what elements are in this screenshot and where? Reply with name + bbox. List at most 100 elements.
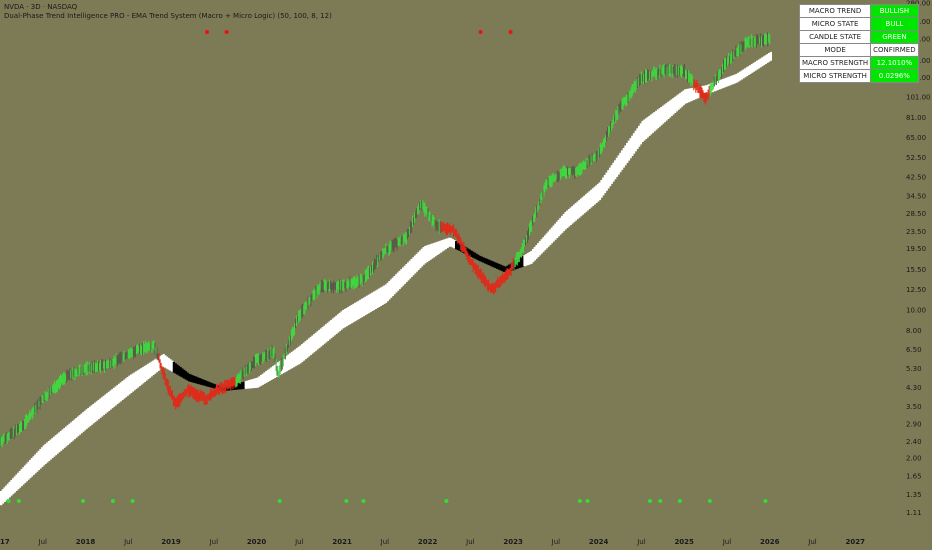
ema-ribbon-segment [466, 248, 470, 256]
ema-ribbon-segment [718, 80, 721, 90]
ema-ribbon-segment [268, 368, 271, 381]
ema-ribbon-segment [629, 138, 632, 159]
ema-ribbon-segment [61, 429, 64, 450]
ema-ribbon-segment [97, 399, 100, 420]
ema-ribbon-segment [46, 442, 49, 463]
ema-ribbon-segment [388, 281, 391, 300]
ema-ribbon-segment [253, 378, 256, 389]
x-tick-label: 2025 [674, 538, 694, 546]
ema-ribbon-segment [768, 53, 771, 62]
ema-ribbon-segment [249, 379, 253, 389]
ema-ribbon-segment [136, 370, 140, 388]
ema-ribbon-segment [3, 487, 6, 503]
y-tick-label: 65.00 [906, 134, 926, 142]
ema-ribbon-segment [696, 86, 699, 99]
ema-ribbon-segment [374, 290, 377, 310]
ema-ribbon-segment [567, 209, 571, 227]
ema-ribbon-segment [427, 244, 430, 261]
ema-ribbon-segment [425, 245, 429, 263]
ema-ribbon-segment [689, 88, 692, 102]
ema-ribbon-segment [496, 263, 499, 269]
ema-ribbon-segment [330, 319, 333, 339]
ema-ribbon-segment [685, 88, 689, 103]
ema-ribbon-segment [410, 258, 413, 277]
ema-ribbon-segment [372, 291, 376, 311]
ema-ribbon-segment [538, 241, 542, 256]
bull-signal-marker [80, 499, 85, 503]
ema-ribbon-segment [596, 183, 600, 202]
x-tick-label: 2017 [0, 538, 10, 546]
ema-ribbon-segment [18, 470, 22, 488]
ema-ribbon-segment [118, 383, 121, 403]
x-tick-label: Jul [551, 538, 561, 546]
ema-ribbon-segment [583, 195, 586, 214]
ema-ribbon-segment [376, 289, 379, 308]
ema-ribbon-segment [314, 332, 318, 351]
status-row: CANDLE STATE GREEN [798, 30, 919, 44]
ema-ribbon-segment [131, 373, 135, 392]
ema-ribbon-segment [193, 375, 196, 383]
ema-ribbon-segment [559, 217, 562, 235]
ema-ribbon-segment [590, 189, 593, 208]
ema-ribbon-segment [649, 114, 653, 135]
ema-ribbon-segment [656, 109, 660, 129]
y-tick-label: 3.50 [906, 403, 922, 411]
ema-ribbon-segment [687, 88, 690, 103]
ema-ribbon-segment [436, 241, 439, 256]
ema-ribbon-segment [446, 238, 449, 248]
ema-ribbon-segment [140, 368, 143, 385]
y-tick-label: 23.50 [906, 228, 926, 236]
ema-ribbon-segment [393, 275, 396, 295]
bull-signal-marker [585, 499, 590, 503]
ema-ribbon-segment [251, 379, 254, 389]
ema-ribbon-segment [15, 474, 18, 491]
ema-ribbon-segment [116, 385, 119, 405]
ema-ribbon-segment [420, 248, 424, 267]
ema-ribbon-segment [569, 207, 572, 226]
ema-ribbon-segment [342, 310, 345, 329]
ema-ribbon-segment [728, 76, 731, 86]
ema-ribbon-segment [576, 201, 579, 220]
status-label: MODE [798, 43, 872, 57]
ema-ribbon-segment [292, 350, 295, 368]
x-tick-label: 2023 [503, 538, 523, 546]
ema-ribbon-segment [25, 463, 28, 482]
ema-ribbon-segment [518, 258, 521, 268]
ema-ribbon-segment [408, 260, 412, 279]
ema-ribbon-segment [8, 481, 11, 498]
ema-ribbon-segment [128, 375, 131, 395]
y-tick-label: 2.40 [906, 438, 922, 446]
ema-ribbon-segment [379, 287, 383, 306]
ema-ribbon-segment [723, 78, 726, 88]
ema-ribbon-segment [150, 361, 153, 377]
ema-ribbon-segment [112, 387, 116, 407]
ema-ribbon-segment [248, 380, 251, 389]
ema-ribbon-segment [328, 321, 331, 340]
ema-ribbon-segment [39, 448, 42, 469]
ema-ribbon-segment [85, 409, 88, 429]
ema-ribbon-segment [405, 264, 408, 283]
ema-ribbon-segment [58, 432, 61, 453]
ema-ribbon-segment [526, 253, 530, 266]
ema-ribbon-segment [333, 317, 336, 336]
ema-ribbon-segment [294, 349, 297, 367]
ema-ribbon-segment [480, 256, 483, 262]
ema-ribbon-segment [680, 91, 684, 107]
ema-ribbon-segment [641, 120, 644, 143]
ema-ribbon-segment [205, 380, 208, 387]
ema-ribbon-segment [242, 381, 246, 390]
ema-ribbon-segment [319, 328, 323, 347]
ema-ribbon-segment [600, 179, 603, 198]
ema-ribbon-segment [738, 71, 742, 81]
ema-ribbon-segment [612, 162, 615, 182]
ema-ribbon-segment [573, 204, 576, 223]
ema-ribbon-segment [677, 94, 680, 110]
ema-ribbon-segment [413, 255, 417, 274]
ema-ribbon-segment [523, 255, 526, 267]
y-tick-label: 6.50 [906, 346, 922, 354]
ema-ribbon-segment [487, 259, 490, 265]
ema-ribbon-segment [497, 263, 501, 270]
ema-ribbon-segment [643, 119, 646, 141]
